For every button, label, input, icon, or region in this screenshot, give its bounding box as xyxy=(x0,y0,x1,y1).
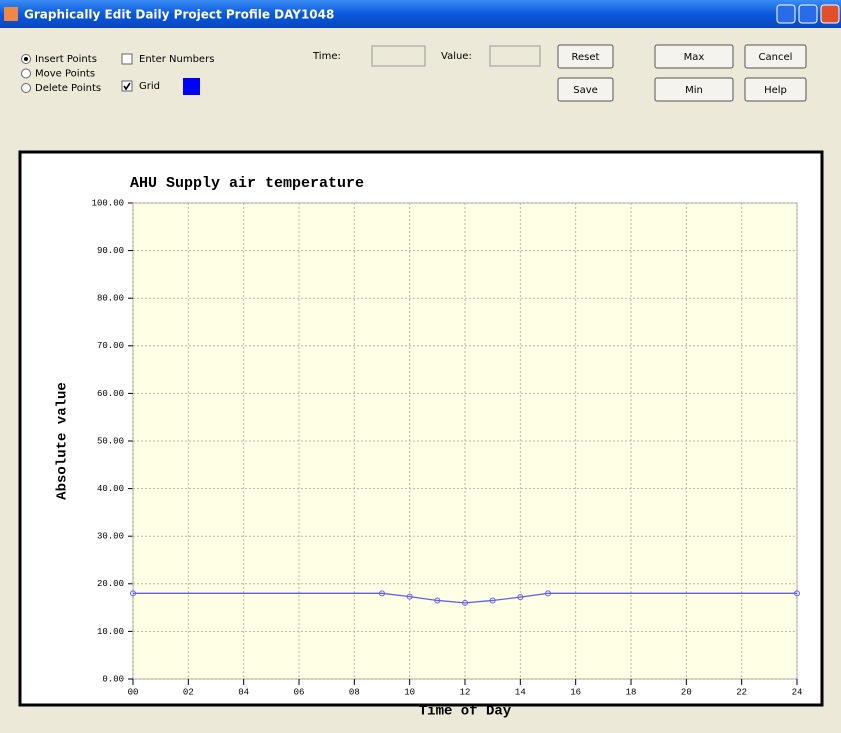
data-point xyxy=(517,594,524,601)
x-tick-label: 14 xyxy=(515,687,526,697)
button-label[interactable]: Help xyxy=(764,85,787,96)
button[interactable] xyxy=(557,77,614,102)
x-tick-label: 24 xyxy=(792,687,803,697)
value-input[interactable] xyxy=(489,45,541,67)
y-tick-label: 100.00 xyxy=(92,198,124,208)
radio-label[interactable]: Delete Points xyxy=(35,83,101,94)
checkbox-label[interactable]: Enter Numbers xyxy=(139,54,214,65)
x-tick-label: 22 xyxy=(736,687,747,697)
button-label[interactable]: Min xyxy=(685,85,703,96)
button[interactable] xyxy=(744,77,807,102)
window-title: Graphically Edit Daily Project Profile D… xyxy=(24,8,334,22)
app-icon xyxy=(4,7,18,21)
time-label: Time: xyxy=(312,51,341,62)
title-bar xyxy=(0,0,841,28)
data-point xyxy=(545,590,551,597)
y-tick-label: 90.00 xyxy=(97,246,124,256)
x-tick-label: 12 xyxy=(460,687,471,697)
radio-label[interactable]: Move Points xyxy=(35,69,95,80)
y-tick-label: 80.00 xyxy=(97,294,124,304)
button[interactable] xyxy=(557,44,614,69)
x-tick-label: 06 xyxy=(294,687,305,697)
radio-label[interactable]: Insert Points xyxy=(35,54,97,65)
data-point xyxy=(434,597,441,604)
radio-button[interactable] xyxy=(21,83,31,93)
chart-title: AHU Supply air temperature xyxy=(130,175,364,192)
y-tick-label: 60.00 xyxy=(97,389,124,399)
data-point xyxy=(794,590,800,597)
maximize-button[interactable] xyxy=(798,4,818,24)
y-tick-label: 10.00 xyxy=(97,627,124,637)
y-tick-label: 20.00 xyxy=(97,579,124,589)
y-tick-label: 70.00 xyxy=(97,341,124,351)
x-tick-label: 00 xyxy=(128,687,139,697)
checkbox[interactable] xyxy=(121,53,133,65)
y-tick-label: 0.00 xyxy=(102,674,124,684)
data-point xyxy=(489,597,496,604)
y-tick-label: 40.00 xyxy=(97,484,124,494)
value-label: Value: xyxy=(441,51,472,62)
x-tick-label: 04 xyxy=(238,687,249,697)
data-point xyxy=(379,590,385,597)
button-label[interactable]: Save xyxy=(573,85,598,96)
y-axis-label: Absolute value xyxy=(55,382,71,500)
x-tick-label: 18 xyxy=(626,687,637,697)
radio-button[interactable] xyxy=(21,68,31,79)
button[interactable] xyxy=(654,44,734,69)
data-point xyxy=(130,590,136,597)
radio-dot xyxy=(24,57,28,61)
checkbox[interactable] xyxy=(121,80,133,92)
x-tick-label: 10 xyxy=(404,687,415,697)
x-tick-label: 08 xyxy=(349,687,360,697)
minimize-button[interactable] xyxy=(776,4,796,24)
button-label[interactable]: Cancel xyxy=(759,52,793,63)
x-tick-label: 02 xyxy=(183,687,194,697)
button[interactable] xyxy=(654,77,734,102)
grid-color-swatch[interactable] xyxy=(183,78,200,95)
checkmark xyxy=(123,82,131,91)
checkbox-label[interactable]: Grid xyxy=(139,81,160,92)
x-axis-label: Time of Day xyxy=(419,704,512,720)
x-tick-label: 16 xyxy=(570,687,581,697)
time-input[interactable] xyxy=(371,45,426,67)
button-label[interactable]: Reset xyxy=(572,52,600,63)
data-point xyxy=(406,593,413,600)
data-line xyxy=(133,592,797,604)
button-label[interactable]: Max xyxy=(684,52,705,63)
y-tick-label: 50.00 xyxy=(97,436,124,446)
close-button[interactable] xyxy=(820,4,840,24)
y-tick-label: 30.00 xyxy=(97,532,124,542)
data-point xyxy=(462,599,468,606)
x-tick-label: 20 xyxy=(681,687,692,697)
button[interactable] xyxy=(744,44,807,69)
